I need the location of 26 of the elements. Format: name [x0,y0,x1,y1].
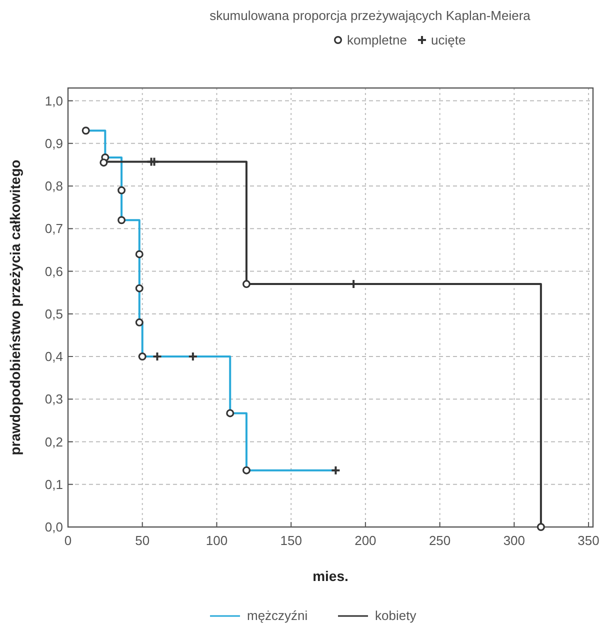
legend-label: kobiety [375,608,417,623]
y-tick-label: 0,9 [44,136,63,151]
x-tick-label: 300 [503,533,526,548]
legend-label: kompletne [347,32,407,48]
y-tick-label: 0,7 [44,221,63,236]
x-axis-title: mies. [312,568,348,584]
y-tick-label: 0,5 [44,306,63,322]
y-tick-label: 0,1 [44,476,63,492]
chart-title: skumulowana proporcja przeżywających Kaplan-Meiera [210,8,532,23]
x-tick-label: 200 [354,533,376,548]
legend-label: ucięte [431,32,466,48]
y-tick-label: 0,2 [44,434,63,450]
x-tick-label: 350 [578,533,600,548]
x-tick-label: 250 [428,533,451,548]
legend-label: mężczyźni [247,608,308,623]
y-tick-label: 0,3 [44,392,63,407]
y-tick-label: 0,0 [44,520,63,534]
y-tick-label: 1,0 [44,93,63,108]
x-tick-label: 100 [206,533,228,548]
y-tick-label: 0,4 [44,349,63,364]
y-axis-title: prawdopodobieństwo przeżycia całkowitego [7,160,23,456]
y-tick-label: 0,6 [44,264,63,279]
x-tick-label: 150 [280,533,302,548]
x-tick-label: 50 [135,533,150,548]
y-tick-label: 0,8 [44,178,63,194]
x-tick-label: 0 [64,533,72,548]
